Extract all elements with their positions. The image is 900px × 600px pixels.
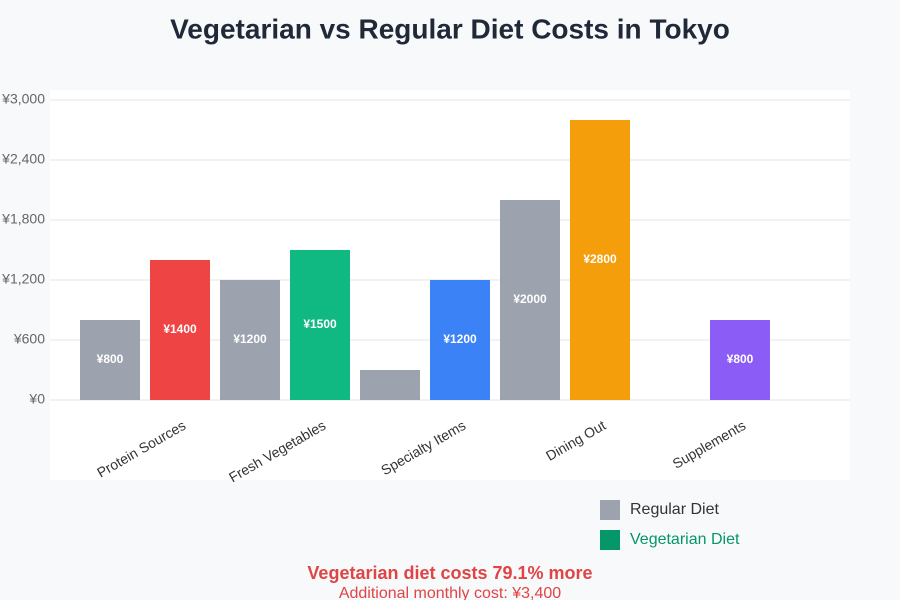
y-tick-label: ¥2,400: [1, 151, 45, 167]
bar: [360, 370, 420, 400]
y-tick-label: ¥3,000: [1, 91, 45, 107]
bar: [500, 200, 560, 400]
bar: [150, 260, 210, 400]
legend-label: Regular Diet: [630, 501, 719, 518]
y-tick-label: ¥1,200: [1, 271, 45, 287]
bar: [220, 280, 280, 400]
value-label: ¥1400: [163, 322, 197, 336]
bar: [80, 320, 140, 400]
bar: [710, 320, 770, 400]
value-label: ¥800: [97, 352, 124, 366]
y-tick-label: ¥600: [13, 331, 45, 347]
value-label: ¥1200: [443, 332, 477, 346]
value-label: ¥1200: [233, 332, 267, 346]
bar: [430, 280, 490, 400]
y-tick-label: ¥1,800: [1, 211, 45, 227]
value-label: ¥800: [727, 352, 754, 366]
chart-title: Vegetarian vs Regular Diet Costs in Toky…: [170, 13, 730, 44]
bar: [290, 250, 350, 400]
legend-swatch: [600, 530, 620, 550]
legend-swatch: [600, 500, 620, 520]
value-label: ¥1500: [303, 317, 337, 331]
value-label: ¥2800: [583, 252, 617, 266]
legend-label: Vegetarian Diet: [630, 531, 740, 548]
bar: [570, 120, 630, 400]
y-tick-label: ¥0: [28, 391, 45, 407]
summary-detail: Additional monthly cost: ¥3,400: [339, 585, 561, 600]
summary: Vegetarian diet costs 79.1% more: [307, 563, 592, 583]
value-label: ¥2000: [513, 292, 547, 306]
